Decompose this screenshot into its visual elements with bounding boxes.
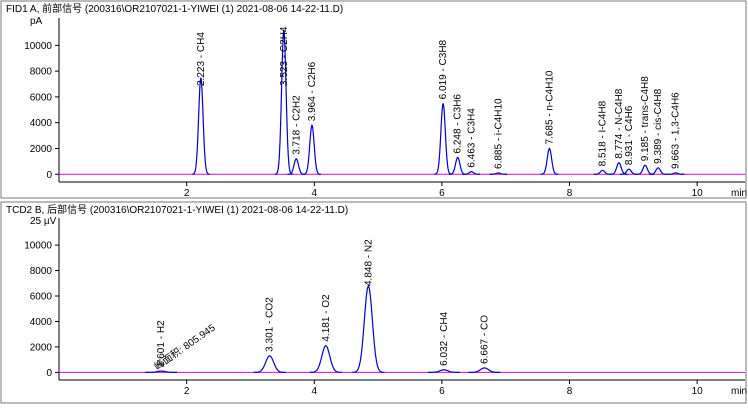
x-tick-label: 4 <box>311 188 317 199</box>
peak-label: 9.185 - trans-C4H8 <box>640 76 651 161</box>
peak-label: 6.248 - C3H6 <box>453 94 464 154</box>
peak <box>593 169 612 175</box>
peak <box>352 284 385 373</box>
peak <box>636 164 654 175</box>
panel-title: FID1 A, 前部信号 (200316\OR2107021-1-YIWEI (… <box>6 2 343 15</box>
peak <box>309 344 342 373</box>
y-tick-label: 6000 <box>30 292 53 303</box>
peak <box>274 29 293 175</box>
x-tick-label: 8 <box>567 188 573 199</box>
peak <box>649 167 667 175</box>
peak-label: 8.518 - I-C4H8 <box>598 100 609 166</box>
peak-label: 1.601 - H2 <box>156 320 167 367</box>
y-tick-label: 10000 <box>24 41 52 52</box>
x-tick-label: 6 <box>439 188 445 199</box>
peak <box>434 103 452 175</box>
peak-label: 9.663 - 1,3-C4H6 <box>671 92 682 169</box>
peak <box>192 77 210 175</box>
y-tick-label: 4000 <box>30 118 53 129</box>
y-tick-label: 4000 <box>30 317 53 328</box>
peak-label: 9.389 - cis-C4H8 <box>653 88 664 163</box>
x-unit: min <box>731 386 747 397</box>
peak <box>145 370 178 373</box>
peak-label: 7.685 - n-C4H10 <box>544 70 555 144</box>
peak-label: 6.667 - CO <box>479 315 490 364</box>
y-tick-label: 0 <box>46 170 52 181</box>
x-tick-label: 4 <box>311 386 317 397</box>
peak-label: 8.931 - C4H6 <box>624 105 635 165</box>
y-tick-label: 2000 <box>30 342 53 353</box>
peak <box>303 123 321 175</box>
y-tick-label: 0 <box>46 368 52 379</box>
peak-label: 6.032 - CH4 <box>439 311 450 365</box>
peak <box>489 172 508 175</box>
peak <box>666 172 685 175</box>
peak <box>253 355 286 373</box>
peak-label: 2.223 - CH4 <box>196 32 207 86</box>
x-unit: min <box>731 188 747 199</box>
peak <box>427 369 460 373</box>
peak <box>620 168 638 175</box>
y-tick-label: 8000 <box>30 67 53 78</box>
peak-label: 6.885 - i-C4H10 <box>493 98 504 169</box>
x-tick-label: 8 <box>567 386 573 397</box>
peak-label: 3.964 - C2H6 <box>307 61 318 121</box>
y-tick-label: 10000 <box>24 241 52 252</box>
y-tick-label: 8000 <box>30 266 53 277</box>
y-tick-label: 2000 <box>30 144 53 155</box>
peak-label: 3.523 - C2H4 <box>279 26 290 86</box>
panel-border <box>0 0 747 199</box>
peak <box>448 156 467 175</box>
x-tick-label: 10 <box>692 188 704 199</box>
y-unit: 25 µV <box>30 216 57 227</box>
x-tick-label: 10 <box>692 386 704 397</box>
peak-label: 8.774 - N-C4H8 <box>614 88 625 158</box>
y-unit: pA <box>30 16 43 27</box>
peak <box>540 147 559 175</box>
peak-label: 6.463 - C3H4 <box>466 108 477 168</box>
peak <box>462 171 481 175</box>
peak-label: 4.848 - N2 <box>363 239 374 286</box>
peak-label: 4.181 - O2 <box>321 294 332 342</box>
peak-label: 3.718 - C2H2 <box>291 95 302 155</box>
peak-label: 3.301 - CO2 <box>265 297 276 352</box>
panel-title: TCD2 B, 后部信号 (200316\OR2107021-1-YIWEI (… <box>6 203 348 216</box>
peak <box>468 367 501 373</box>
x-tick-label: 6 <box>439 386 445 397</box>
x-tick-label: 2 <box>184 188 190 199</box>
panel-border <box>0 201 747 404</box>
peak <box>287 157 306 175</box>
peak-label: 6.019 - C3H8 <box>438 39 449 99</box>
y-tick-label: 6000 <box>30 92 53 103</box>
x-tick-label: 2 <box>184 386 190 397</box>
